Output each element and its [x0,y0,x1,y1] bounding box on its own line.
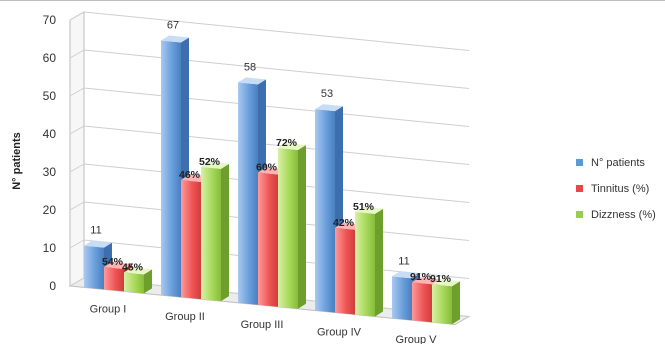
percent-label: 72% [276,137,298,149]
bar-front [412,282,432,323]
bar-front [181,180,201,300]
bar-top [201,161,229,169]
value-label: 53 [321,88,333,100]
bar-front [161,40,181,298]
bar-top [278,142,306,150]
value-label: 11 [90,225,101,237]
y-tick-label: 20 [43,203,57,217]
y-tick-label: 60 [43,51,57,65]
y-tick-label: 10 [43,241,57,255]
bar-front [124,272,144,294]
bar-front [278,147,298,309]
x-tick-label: Group II [165,311,205,323]
gridline [69,11,470,51]
bar-top [238,77,266,85]
bar-top [124,267,152,275]
y-tick-label: 70 [43,13,57,27]
percent-label: 51% [353,201,375,213]
gridline [69,125,470,165]
percent-label: 45% [122,261,144,273]
bar-top [392,271,420,279]
legend-label: N° patients [591,157,645,169]
legend-swatch [576,211,583,218]
bar [201,161,229,302]
percent-label: 91% [430,273,452,285]
bar-top [355,206,383,214]
bar [432,279,460,325]
value-label: 11 [398,255,409,267]
y-axis-ticks: 0 10 20 30 40 50 60 70 [43,13,57,293]
percent-label: 46% [179,169,201,181]
back-wall [69,11,85,287]
y-tick-label: 50 [43,89,57,103]
y-axis-label: N° patients [11,132,23,190]
percent-label: 54% [102,256,124,268]
bar-front [84,245,104,290]
legend-swatch [576,185,583,192]
x-tick-label: Group IV [317,327,362,339]
x-tick-label: Group III [241,319,284,331]
bar-top [84,240,112,248]
gridline [69,87,470,127]
bar-front [238,82,258,305]
bar-top [104,261,132,269]
bar-front [258,172,278,307]
bar-side [452,281,460,325]
x-tick-label: Group I [90,303,127,315]
bar [355,206,383,317]
bar-side [144,269,152,294]
bar-front [201,166,221,302]
y-tick-label: 40 [43,127,57,141]
bar [124,267,152,294]
bar-front [315,109,335,313]
y-tick-label: 0 [49,279,56,293]
bar-top [412,277,440,285]
legend-label: Tinnitus (%) [591,183,649,195]
bar-front [392,276,412,321]
bar-front [104,266,124,292]
gridline [69,49,470,89]
bar-front [432,284,452,325]
percent-label: 42% [333,217,355,229]
bar [104,261,132,292]
bar-side [375,208,383,317]
bar-front [355,211,375,317]
value-label: 67 [167,20,179,32]
value-label: 58 [244,61,256,73]
bar [278,142,306,309]
y-tick-label: 30 [43,165,57,179]
percent-label: 52% [199,156,221,168]
legend-swatch [576,159,583,166]
bar-front [335,227,355,315]
bar-side [221,163,229,302]
legend: N° patients Tinnitus (%) Dizzness (%) [576,157,656,221]
percent-label: 60% [256,162,278,174]
bars [84,35,460,325]
legend-label: Dizzness (%) [591,209,656,221]
percent-label: 91% [410,271,432,283]
bar-top [161,35,189,43]
bar-top [432,279,460,287]
bar-side [298,144,306,309]
bar-top [315,104,343,112]
